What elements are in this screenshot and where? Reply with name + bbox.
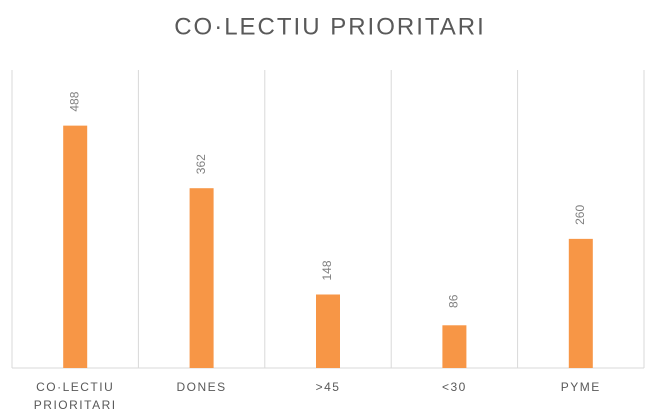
value-label: 488 (67, 91, 81, 111)
x-tick-label: >45 (315, 380, 341, 394)
x-tick-label: DONES (176, 380, 227, 394)
value-label: 260 (573, 205, 587, 225)
chart-title: CO·LECTIU PRIORITARI (174, 13, 486, 40)
value-label: 148 (320, 260, 334, 280)
value-label: 86 (447, 294, 461, 308)
x-tick-label: CO·LECTIU PRIORITARI (33, 380, 117, 412)
x-tick-label: <30 (441, 380, 467, 394)
x-tick-label: PYME (560, 380, 601, 394)
bar (316, 294, 340, 368)
bar (63, 125, 88, 368)
bar (189, 188, 214, 368)
value-label: 362 (194, 154, 208, 174)
bar (568, 238, 593, 368)
bar (442, 325, 467, 368)
